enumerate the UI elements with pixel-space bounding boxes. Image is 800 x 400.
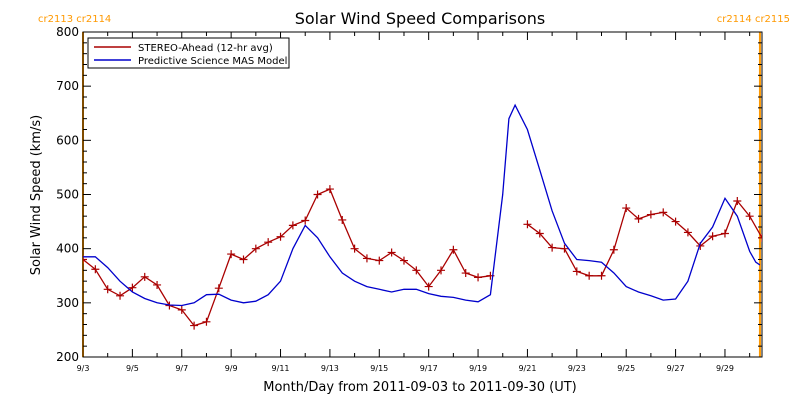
series-1-point [720,229,729,238]
series-1-point [745,212,754,221]
series-1-point [350,244,359,253]
y-tick-label: 800 [56,25,79,39]
series-1-point [758,233,762,242]
x-tick-label: 9/25 [617,364,635,373]
series-1-line-1 [83,188,491,327]
series-2-line-1 [83,103,761,307]
series-1-point [424,282,433,291]
y-tick-label: 400 [56,242,79,256]
x-tick-label: 9/3 [77,364,90,373]
carrington-label-left: cr2113 cr2114 [38,14,111,25]
chart-title: Solar Wind Speed Comparisons [295,9,546,28]
series-1-point [609,245,618,254]
series-1-point [733,197,742,205]
series-1-point [177,305,186,314]
series-1-point [622,204,631,213]
x-tick-label: 9/13 [321,364,339,373]
series-1-point [362,254,371,263]
series-1-point [239,255,248,264]
series-1-point [560,244,569,253]
x-tick-label: 9/7 [175,364,188,373]
series-1-point [251,244,260,253]
series-2 [83,103,761,307]
series-1-point [671,217,680,226]
legend-label-mas: Predictive Science MAS Model [138,56,287,67]
series-1-point [646,210,655,219]
x-tick-label: 9/15 [370,364,388,373]
x-tick-label: 9/23 [568,364,586,373]
series-1-point [264,238,273,247]
series-1-point [227,250,236,259]
chart-legend: STEREO-Ahead (12-hr avg) Predictive Scie… [87,37,290,69]
series-1-point [301,216,310,225]
y-tick-label: 200 [56,350,79,364]
x-tick-label: 9/27 [667,364,685,373]
series-1-point [597,271,606,280]
y-tick-label: 500 [56,188,79,202]
series-1-point [634,214,643,223]
series-1-point [190,321,199,330]
series-1-point [288,221,297,230]
x-tick-label: 9/17 [420,364,438,373]
series-1-point [313,190,322,199]
legend-box [87,37,290,69]
series-1-point [140,272,149,281]
series-1-point [276,232,285,241]
series-1-point [659,208,668,217]
series-1-point [338,215,347,224]
y-axis-label: Solar Wind Speed (km/s) [29,115,44,275]
series-1-point [572,267,581,276]
series-1-point [683,228,692,237]
series-1-point [437,266,446,275]
series-1-point [325,185,334,194]
series-layer [83,103,762,330]
series-1 [83,185,762,330]
x-tick-label: 9/9 [225,364,238,373]
legend-label-stereo: STEREO-Ahead (12-hr avg) [138,43,273,54]
series-1-point [708,232,717,241]
x-tick-label: 9/29 [716,364,734,373]
series-1-point [202,317,211,326]
y-tick-label: 700 [56,79,79,93]
carrington-label-right: cr2114 cr2115 [717,14,790,25]
chart-axes: 200 300 400 500 600 700 800 9/3 9/5 9/7 9/9 9/11 9/1… [56,25,763,373]
series-1-point [535,229,544,238]
series-1-point [523,220,532,229]
series-1-point [375,256,384,265]
series-1-point [83,255,87,264]
series-1-point [103,285,112,294]
y-tick-label: 600 [56,133,79,147]
series-1-point [548,243,557,252]
series-1-point [412,266,421,275]
series-1-point [91,265,100,274]
x-tick-label: 9/21 [518,364,536,373]
series-1-point [585,271,594,280]
x-tick-label: 9/5 [126,364,139,373]
series-1-point [449,245,458,254]
series-1-point [387,248,396,257]
series-1-point [461,269,470,278]
series-1-point [128,283,137,292]
x-tick-label: 9/11 [272,364,290,373]
x-tick-label: 9/19 [469,364,487,373]
x-axis-label: Month/Day from 2011-09-03 to 2011-09-30 … [263,380,576,395]
y-tick-label: 300 [56,296,79,310]
series-1-point [116,291,125,300]
series-1-point [153,280,162,289]
series-1-point [474,273,483,282]
series-1-point [399,256,408,265]
series-1-point [214,284,223,293]
